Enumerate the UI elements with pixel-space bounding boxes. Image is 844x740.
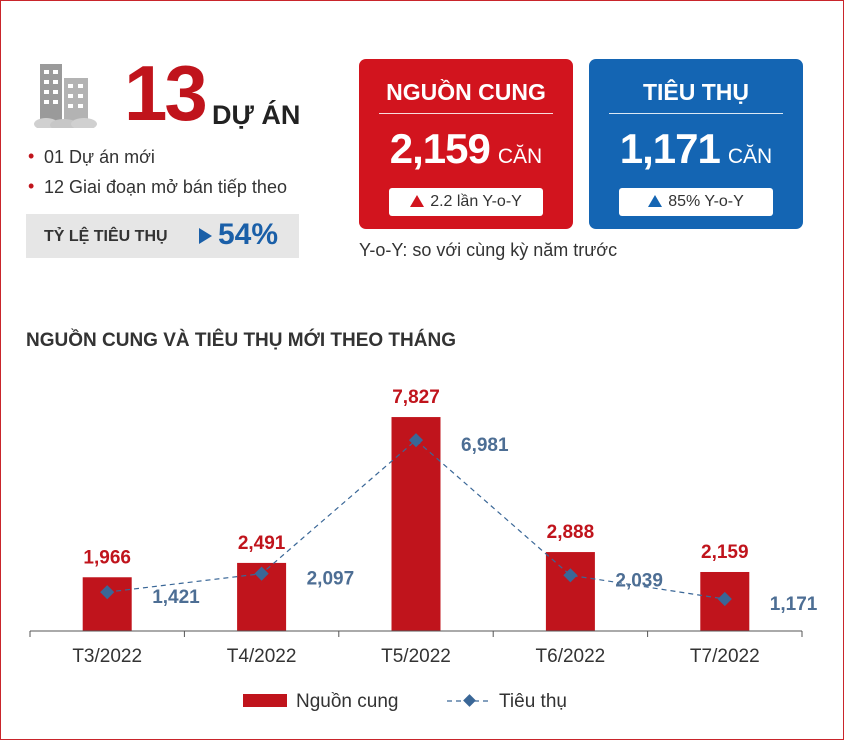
absorption-point — [563, 568, 578, 583]
absorption-card-divider — [609, 113, 783, 114]
absorption-data-label: 2,097 — [307, 569, 355, 590]
absorption-data-label: 1,171 — [770, 594, 818, 615]
bullet-new-projects: 01 Dự án mới — [28, 146, 155, 168]
absorption-point — [408, 433, 424, 448]
x-tick-label: T7/2022 — [690, 646, 760, 667]
building-icon — [34, 64, 97, 128]
absorption-card-number: 1,171 CĂN — [589, 125, 803, 173]
chart-title: NGUỒN CUNG VÀ TIÊU THỤ MỚI THEO THÁNG — [26, 330, 456, 351]
supply-card-title: NGUỒN CUNG — [386, 79, 546, 105]
bullet-next-phases: 12 Giai đoạn mở bán tiếp theo — [28, 176, 287, 198]
absorption-rate-box: TỶ LỆ TIÊU THỤ 54% — [26, 214, 299, 258]
absorption-card: TIÊU THỤ 1,171 CĂN 85% Y-o-Y — [589, 59, 803, 229]
absorption-unit: CĂN — [727, 145, 773, 168]
legend-swatch-supply — [243, 694, 287, 707]
supply-data-label: 7,827 — [392, 387, 440, 408]
supply-card: NGUỒN CUNG 2,159 CĂN 2.2 lần Y-o-Y — [359, 59, 573, 229]
legend-label-supply: Nguồn cung — [296, 691, 398, 712]
absorption-change-text: 85% Y-o-Y — [668, 193, 744, 210]
legend-label-absorption: Tiêu thụ — [499, 691, 567, 712]
absorption-point — [254, 566, 269, 581]
project-count: 13 — [124, 49, 208, 137]
supply-data-label: 2,888 — [547, 522, 595, 543]
supply-card-divider — [379, 113, 553, 114]
absorption-rate-label: TỶ LỆ TIÊU THỤ — [44, 228, 168, 245]
x-tick-label: T6/2022 — [536, 646, 606, 667]
absorption-line — [107, 439, 725, 600]
triangle-up-icon — [648, 195, 663, 207]
supply-bar — [545, 552, 595, 631]
play-arrow-icon — [199, 228, 212, 244]
supply-value: 2,159 — [389, 125, 491, 172]
x-tick-label: T5/2022 — [381, 646, 451, 667]
yoy-note: Y-o-Y: so với cùng kỳ năm trước — [359, 240, 618, 260]
absorption-data-label: 2,039 — [615, 570, 663, 591]
x-tick-label: T3/2022 — [72, 646, 142, 667]
absorption-point — [717, 591, 732, 607]
supply-change-text: 2.2 lần Y-o-Y — [430, 193, 522, 210]
supply-bar — [391, 417, 441, 631]
supply-unit: CĂN — [497, 145, 543, 168]
legend-marker-absorption — [463, 694, 476, 707]
triangle-up-icon — [410, 195, 425, 207]
absorption-data-label: 1,421 — [152, 587, 200, 608]
absorption-card-title: TIÊU THỤ — [642, 79, 750, 105]
absorption-point — [100, 585, 115, 600]
project-unit: DỰ ÁN — [212, 100, 301, 130]
supply-data-label: 1,966 — [83, 547, 131, 568]
supply-data-label: 2,159 — [701, 542, 749, 563]
supply-card-number: 2,159 CĂN — [359, 125, 573, 173]
absorption-rate-value: 54% — [218, 218, 279, 251]
supply-data-label: 2,491 — [238, 533, 286, 554]
supply-change-badge: 2.2 lần Y-o-Y — [389, 188, 543, 216]
absorption-data-label: 6,981 — [461, 435, 509, 456]
absorption-value: 1,171 — [619, 125, 721, 172]
x-tick-label: T4/2022 — [227, 646, 297, 667]
absorption-change-badge: 85% Y-o-Y — [619, 188, 773, 216]
